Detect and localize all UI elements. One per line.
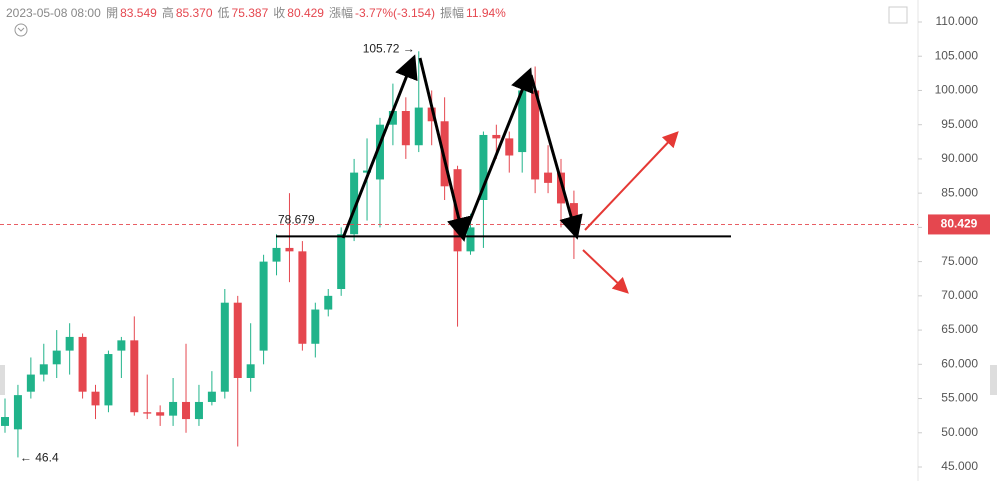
arrow <box>341 54 418 239</box>
side-handle[interactable] <box>0 365 5 395</box>
y-tick-label: 95.000 <box>941 117 978 131</box>
candle-body <box>143 412 152 414</box>
candle-body <box>556 172 565 204</box>
pattern-arrows <box>341 54 679 294</box>
candle-body <box>337 234 346 289</box>
candle-body <box>298 251 307 344</box>
candle-body <box>401 111 410 146</box>
y-tick-label: 55.000 <box>941 391 978 405</box>
candle-body <box>414 107 423 146</box>
arrow <box>582 249 629 294</box>
candle-body <box>39 364 48 375</box>
y-tick-label: 105.000 <box>935 48 979 62</box>
last-price-label: 80.429 <box>941 217 978 231</box>
candle-body <box>285 247 294 252</box>
field-value: -3.77%(-3.154) <box>354 6 436 20</box>
field-value: 83.549 <box>120 6 157 20</box>
candle-body <box>104 354 113 406</box>
candle-body <box>91 391 100 406</box>
fullscreen-button[interactable] <box>888 6 908 24</box>
candle-body <box>13 395 22 430</box>
candle-body <box>259 261 268 351</box>
field-label: 開 <box>106 6 119 20</box>
field-label: 低 <box>217 6 230 20</box>
candle-body <box>363 170 372 173</box>
high-annotation: 105.72 → <box>363 41 415 55</box>
field-label: 振幅 <box>440 6 465 20</box>
candle-body <box>544 172 553 183</box>
candle-body <box>324 295 333 310</box>
candle-body <box>220 302 229 392</box>
field-value: 11.94% <box>466 6 506 20</box>
y-tick-label: 100.000 <box>935 83 979 97</box>
candle-body <box>52 350 61 365</box>
last-price-box <box>928 214 990 235</box>
y-tick-label: 75.000 <box>941 254 978 268</box>
candle-body <box>233 302 242 378</box>
collapse-icon-chevron <box>17 27 25 32</box>
low-annotation: ← 46.4 <box>20 451 59 465</box>
candle-body <box>130 340 139 413</box>
candle-body <box>1 417 9 426</box>
y-tick-label: 110.000 <box>936 14 979 28</box>
candle-body <box>505 138 514 156</box>
y-tick-label: 65.000 <box>941 322 978 336</box>
arrow <box>418 57 471 242</box>
candle-body <box>531 90 540 180</box>
field-label: 高 <box>161 6 174 20</box>
candle-body <box>169 401 178 416</box>
arrow <box>461 67 534 239</box>
candle-body <box>492 134 501 139</box>
y-tick-label: 85.000 <box>941 185 978 199</box>
header: 2023-05-08 08:00 開 83.549 高 85.370 低 75.387 收 8… <box>6 4 511 21</box>
field-label: 漲幅 <box>328 6 353 20</box>
y-tick-label: 70.000 <box>941 288 978 302</box>
field-label: 收 <box>273 6 286 20</box>
candle-body <box>388 111 397 125</box>
field-value: 75.387 <box>231 6 269 20</box>
candle-body <box>26 374 35 392</box>
candle-body <box>246 364 255 378</box>
candle-body <box>272 247 281 262</box>
field-value: 85.370 <box>175 6 213 20</box>
candle-body <box>350 172 359 235</box>
timestamp: 2023-05-08 08:00 <box>6 6 101 20</box>
candle-body <box>194 401 203 420</box>
candle-body <box>427 107 436 122</box>
candle-body <box>479 134 488 200</box>
field-value: 80.429 <box>287 6 324 20</box>
candle-body <box>466 227 475 252</box>
y-tick-label: 45.000 <box>941 459 978 473</box>
arrow <box>584 131 679 231</box>
arrow <box>529 74 583 240</box>
y-tick-label: 50.000 <box>941 425 978 439</box>
candle-body <box>182 401 191 420</box>
candle-body <box>156 412 165 416</box>
candle-body <box>117 340 126 351</box>
side-handle[interactable] <box>990 365 997 395</box>
candle-body <box>78 336 87 392</box>
candle-body <box>311 309 320 344</box>
candle-body <box>518 90 527 153</box>
candle-body <box>207 391 216 402</box>
y-tick-label: 90.000 <box>941 151 978 165</box>
candle-body <box>375 124 384 180</box>
candle-body <box>65 336 74 351</box>
neckline-label: 78.679 <box>278 213 315 227</box>
y-tick-label: 60.000 <box>941 356 978 370</box>
collapse-icon[interactable] <box>14 23 28 37</box>
